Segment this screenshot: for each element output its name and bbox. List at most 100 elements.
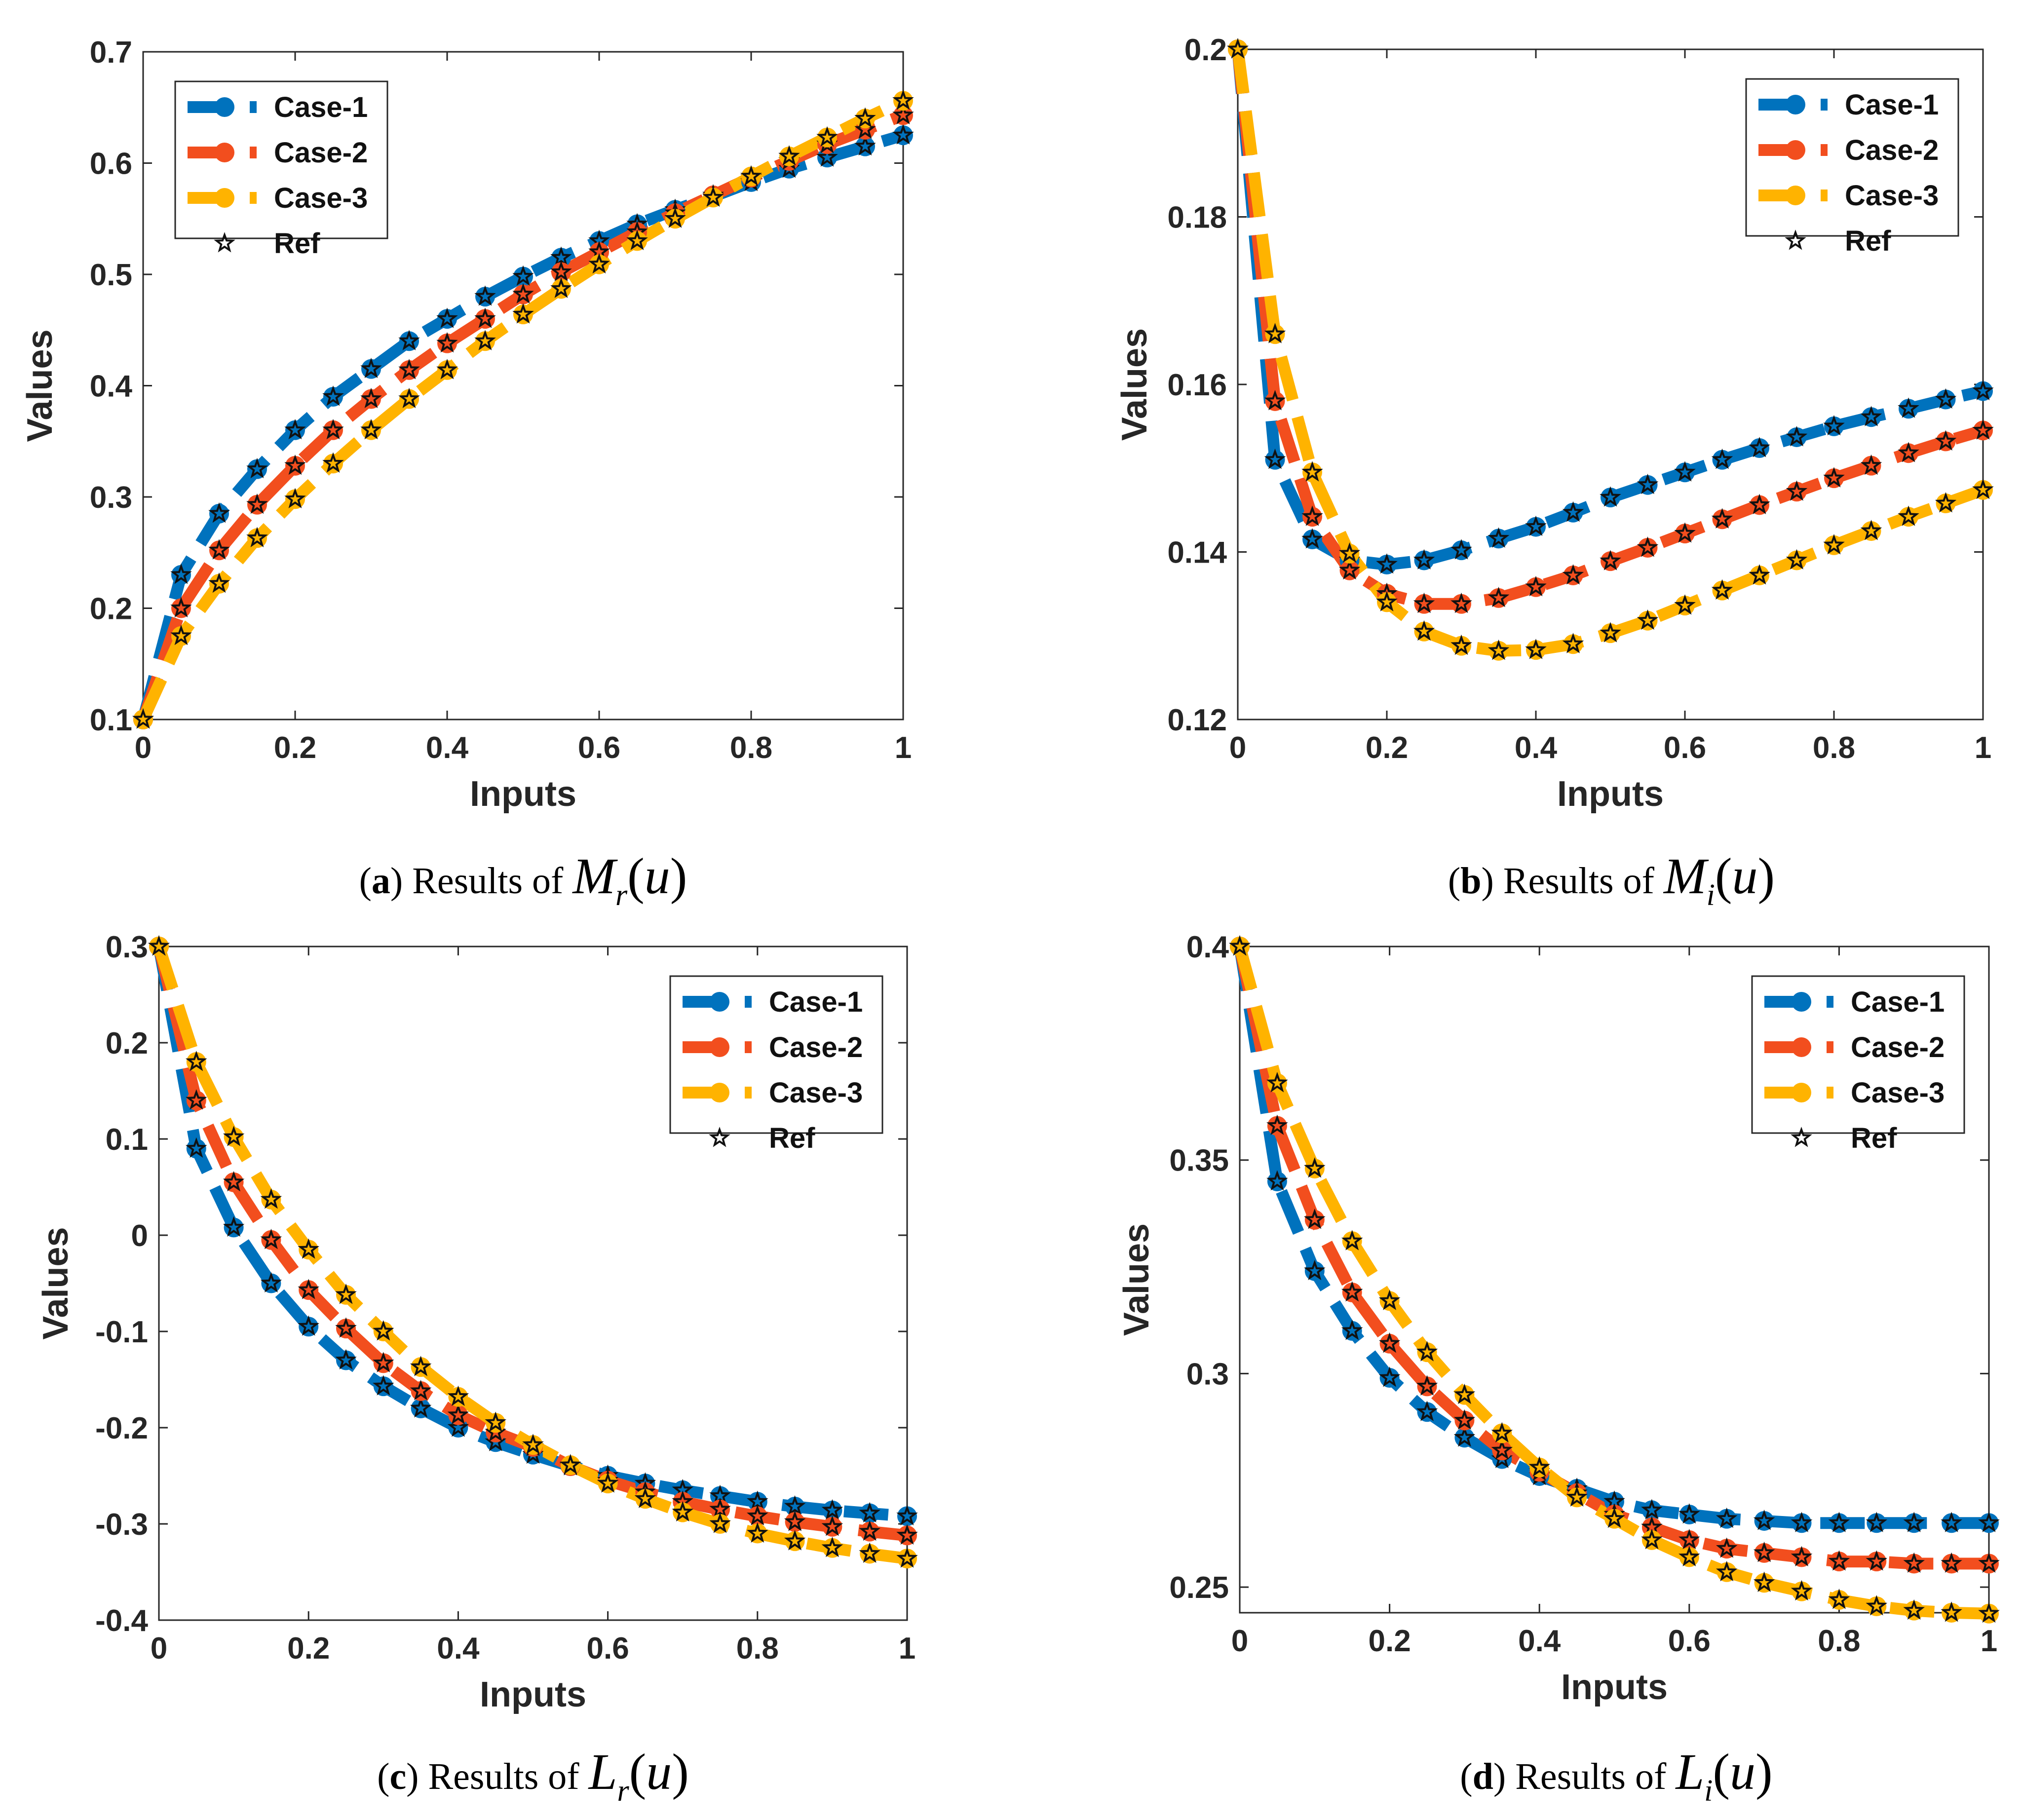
y-tick-label: 0.12 — [1167, 703, 1227, 737]
ref-star-point — [1679, 1529, 1700, 1550]
caption-close-paren: ) — [1493, 1756, 1515, 1797]
ref-star-point — [892, 104, 914, 125]
ref-star-point — [1823, 533, 1845, 555]
ref-star-point — [474, 307, 496, 328]
x-tick-label: 1 — [895, 731, 912, 765]
caption-paren-close: ) — [1755, 1744, 1773, 1800]
caption-letter: c — [389, 1756, 406, 1797]
caption-letter: a — [372, 860, 390, 902]
ref-star-point — [1637, 473, 1659, 494]
x-tick-label: 0 — [1229, 731, 1246, 765]
ref-star-point — [1711, 448, 1733, 469]
ref-star-point — [170, 563, 192, 584]
ref-star-point — [1450, 539, 1472, 560]
ref-star-point — [1304, 1259, 1326, 1281]
ref-star-point — [322, 418, 344, 440]
legend-label: Ref — [1851, 1122, 1897, 1154]
x-tick-label: 0.8 — [730, 731, 772, 765]
y-tick-label: 0.16 — [1167, 368, 1227, 402]
x-tick-label: 0.2 — [287, 1631, 330, 1666]
ref-star-point — [1674, 461, 1696, 482]
y-tick-label: 0.35 — [1169, 1144, 1229, 1178]
ref-star-point — [1941, 1512, 1962, 1532]
legend-label: Case-2 — [274, 137, 368, 169]
caption-open-paren: ( — [1460, 1756, 1472, 1797]
ref-star-point — [223, 1126, 245, 1146]
ref-star-point — [784, 1495, 806, 1516]
ref-star-point — [1791, 1546, 1813, 1567]
ref-star-point — [1304, 1208, 1326, 1229]
ref-star-point — [170, 625, 192, 645]
x-tick-label: 1 — [1981, 1624, 1997, 1658]
ref-star-point — [1791, 1512, 1813, 1532]
ref-star-point — [1637, 536, 1659, 557]
ref-star-point — [360, 357, 382, 379]
ref-star-point — [298, 1279, 319, 1299]
ref-star-point — [896, 1505, 918, 1525]
x-tick-label: 0.2 — [1366, 731, 1408, 765]
legend: Case-1 Case-2 Case-3 Ref — [669, 975, 883, 1154]
legend: Case-1 Case-2 Case-3 Ref — [1745, 78, 1959, 257]
ref-star-point — [816, 146, 838, 167]
ref-star-point — [1823, 467, 1845, 488]
legend-label: Case-2 — [769, 1031, 863, 1063]
caption-paren-close: ) — [670, 848, 687, 905]
ref-star-point — [859, 1520, 880, 1541]
ref-star-point — [1528, 1456, 1550, 1477]
caption-open-paren: ( — [359, 860, 372, 902]
ref-star-point — [1978, 1602, 2000, 1623]
y-tick-label: -0.4 — [95, 1604, 148, 1638]
y-tick-label: 0.3 — [1186, 1357, 1229, 1391]
chart-d: 0 0.2 0.4 0.6 0.8 10.250.30.350.4InputsValues… — [1117, 930, 2000, 1808]
ref-star-point — [208, 502, 230, 523]
y-tick-label: 0.1 — [106, 1123, 148, 1157]
ref-star-point — [1935, 430, 1957, 451]
ref-star-point — [1674, 594, 1696, 615]
y-tick-label: 0.5 — [90, 258, 132, 292]
ref-star-point — [1866, 1512, 1888, 1532]
ref-star-point — [1600, 622, 1621, 643]
ref-star-point — [702, 186, 724, 207]
caption-paren-open: ( — [629, 1744, 647, 1800]
ref-star-point — [1828, 1512, 1850, 1532]
legend-swatch-marker — [710, 992, 729, 1012]
ref-star-point — [1860, 454, 1882, 475]
caption-symbol: L — [1675, 1744, 1704, 1800]
legend-swatch-marker — [1792, 1083, 1811, 1102]
legend-label: Case-2 — [1845, 134, 1939, 166]
ref-star-point — [1264, 323, 1286, 343]
ref-star-point — [223, 1171, 245, 1192]
series-line-1 — [137, 129, 905, 721]
ref-star-point — [1637, 609, 1659, 630]
ref-star-point — [1978, 1512, 2000, 1532]
legend-swatch-marker — [710, 1037, 729, 1057]
ref-star-point — [854, 135, 876, 156]
x-tick-label: 1 — [1975, 731, 1991, 765]
y-tick-label: 0.7 — [90, 36, 132, 70]
x-tick-label: 0.6 — [1664, 731, 1706, 765]
ref-star-point — [186, 1137, 207, 1158]
x-tick-label: 0.2 — [1368, 1624, 1411, 1658]
y-tick-label: 0.14 — [1167, 536, 1227, 570]
ref-star-point — [747, 1505, 768, 1525]
ref-star-point — [1525, 515, 1547, 536]
ref-star-point — [709, 1513, 731, 1533]
legend: Case-1 Case-2 Case-3 Ref — [174, 80, 388, 260]
caption-open-paren: ( — [1448, 860, 1460, 902]
ref-star-point — [1378, 1332, 1401, 1353]
ref-star-point — [1823, 415, 1845, 436]
ref-star-point — [1753, 1509, 1775, 1530]
legend-swatch-marker — [1792, 992, 1811, 1012]
caption-argument: u — [1732, 848, 1757, 905]
ref-star-point — [436, 332, 458, 353]
x-tick-label: 0.2 — [274, 731, 316, 765]
ref-star-point — [784, 1530, 806, 1551]
ref-star-point — [1525, 575, 1547, 597]
x-tick-label: 0.4 — [426, 731, 469, 765]
ref-star-point — [1376, 591, 1398, 611]
ref-star-point — [1898, 442, 1919, 462]
ref-star-point — [1491, 1439, 1513, 1460]
ref-star-point — [410, 1380, 432, 1401]
y-axis-label: Values — [20, 329, 60, 442]
